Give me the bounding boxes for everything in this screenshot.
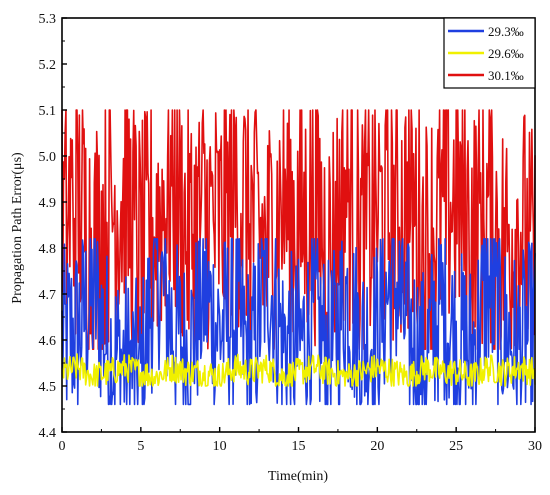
series-line-1	[61, 238, 536, 406]
y-tick-label: 5.2	[39, 58, 57, 73]
legend-label-1: 29.3‰	[488, 24, 524, 39]
y-tick-label: 4.8	[39, 242, 57, 257]
y-axis-title: Propagation Path Error(μs)	[10, 152, 25, 304]
legend-label-2: 29.6‰	[488, 46, 524, 61]
axes-layer: 4.4 4.5 4.6 4.7 4.8 4.9 5.0 5.1 5.2 5.3 0 5 10 15 20 25…	[39, 12, 543, 454]
x-tick-label: 15	[292, 439, 306, 454]
x-tick-label: 10	[213, 439, 227, 454]
y-tick-label: 4.5	[39, 380, 57, 395]
y-tick-label: 5.1	[39, 104, 57, 119]
legend: 29.3‰ 29.6‰ 30.1‰	[443, 17, 536, 89]
x-tick-label: 25	[449, 439, 463, 454]
x-tick-label: 0	[59, 439, 66, 454]
series-line-2	[61, 353, 536, 387]
x-axis-title: Time(min)	[268, 469, 328, 484]
y-tick-label: 4.6	[39, 334, 57, 349]
y-tick-label: 4.9	[39, 196, 57, 211]
legend-label-3: 30.1‰	[488, 68, 524, 83]
y-tick-label: 5.0	[39, 150, 57, 165]
x-tick-label: 5	[137, 439, 144, 454]
y-tick-label: 4.7	[39, 288, 57, 303]
y-tick-label: 5.3	[39, 12, 57, 27]
x-tick-label: 20	[370, 439, 384, 454]
y-tick-label: 4.4	[39, 426, 57, 441]
series-layer	[61, 109, 536, 406]
x-tick-label: 30	[528, 439, 542, 454]
